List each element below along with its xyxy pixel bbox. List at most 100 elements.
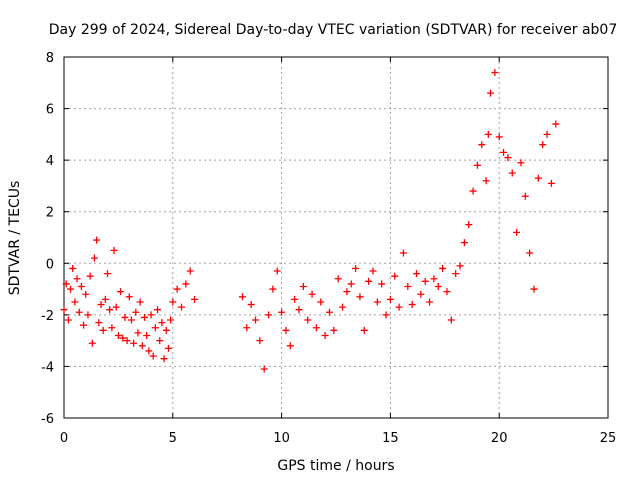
data-point <box>378 280 386 288</box>
data-point <box>395 303 403 311</box>
data-point <box>134 329 142 337</box>
data-point <box>317 298 325 306</box>
data-point <box>95 319 103 327</box>
data-point <box>421 277 429 285</box>
data-point <box>265 311 273 319</box>
data-point <box>365 277 373 285</box>
y-tick-label: -6 <box>41 412 54 427</box>
data-point <box>484 130 492 138</box>
data-point <box>80 321 88 329</box>
data-point <box>356 293 364 301</box>
data-point <box>299 282 307 290</box>
data-point <box>106 306 114 314</box>
data-point <box>408 301 416 309</box>
data-point <box>182 280 190 288</box>
data-point <box>71 298 79 306</box>
data-point <box>486 89 494 97</box>
data-point <box>108 324 116 332</box>
data-point <box>119 334 127 342</box>
data-point <box>552 120 560 128</box>
data-point <box>269 285 277 293</box>
data-point <box>145 347 153 355</box>
data-point <box>295 306 303 314</box>
data-point <box>158 319 166 327</box>
data-point <box>238 293 246 301</box>
y-tick-label: 4 <box>46 154 54 169</box>
data-point <box>386 295 394 303</box>
data-point <box>84 311 92 319</box>
data-points <box>60 68 560 373</box>
data-point <box>243 324 251 332</box>
data-point <box>93 236 101 244</box>
data-point <box>127 316 135 324</box>
data-point <box>347 280 355 288</box>
data-point <box>186 267 194 275</box>
y-tick-label: 8 <box>46 51 54 66</box>
data-point <box>273 267 281 275</box>
data-point <box>143 331 151 339</box>
data-point <box>443 288 451 296</box>
data-point <box>247 301 255 309</box>
grid-lines <box>64 57 608 418</box>
data-point <box>149 352 157 360</box>
data-point <box>482 177 490 185</box>
data-point <box>130 339 138 347</box>
data-point <box>460 239 468 247</box>
x-tick-label: 5 <box>169 431 177 446</box>
y-tick-label: -2 <box>41 309 54 324</box>
data-point <box>282 326 290 334</box>
data-point <box>104 270 112 278</box>
data-point <box>547 179 555 187</box>
data-point <box>160 355 168 363</box>
data-point <box>75 308 83 316</box>
data-point <box>62 280 70 288</box>
data-point <box>112 303 120 311</box>
x-tick-label: 10 <box>273 431 290 446</box>
x-axis-label: GPS time / hours <box>277 458 394 474</box>
data-point <box>417 290 425 298</box>
data-point <box>88 339 96 347</box>
data-point <box>434 282 442 290</box>
data-point <box>169 298 177 306</box>
data-point <box>495 133 503 141</box>
x-tick-label: 20 <box>491 431 508 446</box>
data-point <box>456 262 464 270</box>
data-point <box>369 267 377 275</box>
data-point <box>125 293 133 301</box>
data-point <box>60 306 68 314</box>
data-point <box>360 326 368 334</box>
data-point <box>439 264 447 272</box>
data-point <box>99 326 107 334</box>
data-point <box>469 187 477 195</box>
data-point <box>138 342 146 350</box>
data-point <box>330 326 338 334</box>
data-point <box>164 344 172 352</box>
data-point <box>278 308 286 316</box>
data-point <box>391 272 399 280</box>
data-point <box>121 313 129 321</box>
axis-ticks: 0 5 10 15 20 25 -6 -4 -2 0 2 4 6 8 <box>41 51 616 446</box>
data-point <box>430 275 438 283</box>
data-point <box>534 174 542 182</box>
data-point <box>426 298 434 306</box>
data-point <box>90 254 98 262</box>
data-point <box>136 298 144 306</box>
y-tick-label: -4 <box>41 360 54 375</box>
data-point <box>304 316 312 324</box>
data-point <box>178 303 186 311</box>
data-point <box>478 141 486 149</box>
data-point <box>117 288 125 296</box>
data-point <box>110 246 118 254</box>
y-tick-label: 2 <box>46 206 54 221</box>
data-point <box>69 264 77 272</box>
data-point <box>325 308 333 316</box>
data-point <box>447 316 455 324</box>
chart-title: Day 299 of 2024, Sidereal Day-to-day VTE… <box>49 22 618 38</box>
data-point <box>132 308 140 316</box>
data-point <box>260 365 268 373</box>
data-point <box>173 285 181 293</box>
y-tick-label: 6 <box>46 103 54 118</box>
data-point <box>308 290 316 298</box>
data-point <box>500 148 508 156</box>
data-point <box>465 221 473 229</box>
